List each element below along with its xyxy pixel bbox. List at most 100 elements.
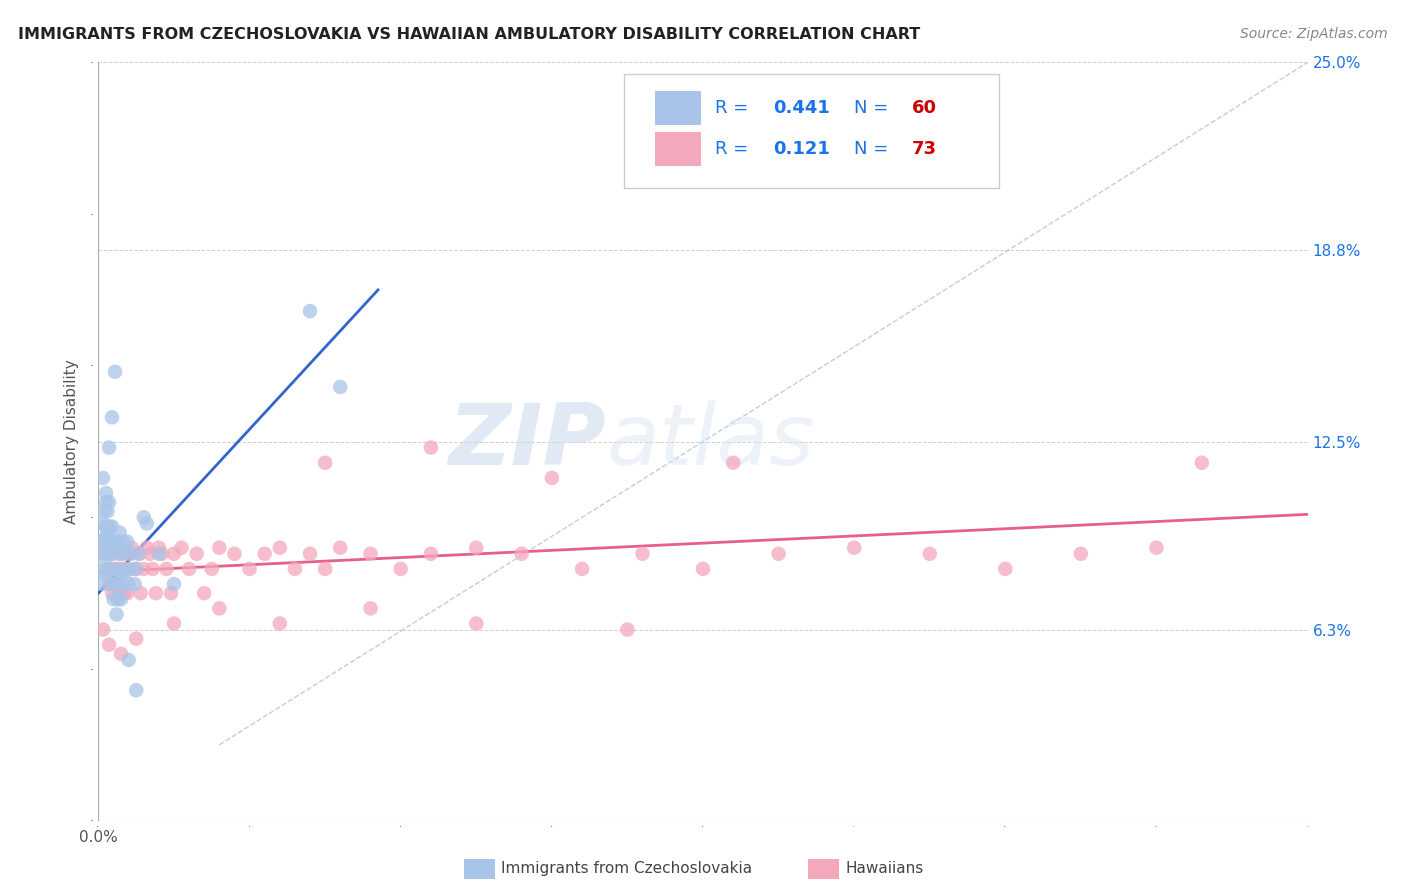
- Point: [918, 547, 941, 561]
- Point: [91, 516, 114, 531]
- Text: N =: N =: [855, 140, 894, 158]
- Point: [111, 534, 134, 549]
- Point: [104, 365, 127, 379]
- Point: [118, 577, 141, 591]
- Point: [114, 562, 136, 576]
- Point: [299, 547, 322, 561]
- Point: [616, 623, 638, 637]
- Point: [104, 534, 127, 549]
- Point: [135, 516, 157, 531]
- Point: [98, 577, 121, 591]
- Point: [170, 541, 193, 555]
- Point: [150, 547, 173, 561]
- Point: [108, 525, 131, 540]
- Point: [103, 541, 125, 555]
- Point: [121, 547, 143, 561]
- Point: [108, 586, 131, 600]
- Text: R =: R =: [716, 99, 754, 118]
- Point: [360, 601, 382, 615]
- Point: [253, 547, 276, 561]
- Point: [101, 547, 124, 561]
- Point: [128, 547, 150, 561]
- Point: [125, 632, 148, 646]
- Text: ZIP: ZIP: [449, 400, 606, 483]
- Text: 0.441: 0.441: [773, 99, 830, 118]
- Point: [115, 586, 138, 600]
- Point: [208, 541, 231, 555]
- Point: [104, 562, 127, 576]
- Point: [108, 547, 131, 561]
- Point: [132, 510, 155, 524]
- Point: [142, 562, 165, 576]
- Point: [844, 541, 866, 555]
- Point: [107, 534, 129, 549]
- Point: [284, 562, 307, 576]
- Point: [148, 547, 170, 561]
- Bar: [655, 132, 700, 166]
- Point: [100, 534, 122, 549]
- Point: [104, 577, 127, 591]
- Point: [110, 547, 132, 561]
- Point: [163, 577, 186, 591]
- Point: [98, 495, 121, 509]
- Point: [269, 541, 291, 555]
- Text: IMMIGRANTS FROM CZECHOSLOVAKIA VS HAWAIIAN AMBULATORY DISABILITY CORRELATION CHA: IMMIGRANTS FROM CZECHOSLOVAKIA VS HAWAII…: [18, 27, 921, 42]
- Text: Source: ZipAtlas.com: Source: ZipAtlas.com: [1240, 27, 1388, 41]
- Point: [110, 647, 132, 661]
- Point: [193, 586, 215, 600]
- Point: [91, 623, 114, 637]
- Point: [103, 592, 125, 607]
- Point: [465, 616, 488, 631]
- Point: [91, 577, 114, 591]
- Point: [121, 541, 143, 555]
- Point: [105, 577, 128, 591]
- Point: [111, 577, 134, 591]
- Point: [94, 495, 117, 509]
- Point: [91, 471, 114, 485]
- Point: [118, 547, 141, 561]
- Point: [90, 534, 112, 549]
- Point: [93, 504, 115, 518]
- Point: [269, 616, 291, 631]
- Point: [360, 547, 382, 561]
- Point: [1191, 456, 1213, 470]
- Point: [135, 541, 157, 555]
- Point: [329, 541, 352, 555]
- Point: [98, 519, 121, 533]
- Point: [110, 565, 132, 579]
- Point: [107, 562, 129, 576]
- Point: [179, 562, 201, 576]
- Point: [90, 565, 112, 579]
- Point: [329, 380, 352, 394]
- Point: [94, 565, 117, 579]
- Point: [101, 410, 124, 425]
- Point: [420, 441, 443, 455]
- Point: [96, 562, 118, 576]
- Point: [111, 562, 134, 576]
- Text: Immigrants from Czechoslovakia: Immigrants from Czechoslovakia: [501, 862, 752, 876]
- Point: [631, 547, 654, 561]
- Point: [389, 562, 412, 576]
- Point: [155, 562, 177, 576]
- Point: [125, 562, 148, 576]
- Point: [96, 525, 118, 540]
- Point: [128, 547, 150, 561]
- Point: [120, 562, 142, 576]
- Point: [994, 562, 1017, 576]
- Point: [125, 562, 148, 576]
- Point: [768, 547, 790, 561]
- Point: [114, 565, 136, 579]
- Point: [139, 547, 162, 561]
- Point: [186, 547, 208, 561]
- Point: [101, 519, 124, 533]
- Point: [89, 541, 111, 555]
- Point: [93, 553, 115, 567]
- Point: [201, 562, 224, 576]
- Point: [96, 547, 118, 561]
- Text: N =: N =: [855, 99, 894, 118]
- Text: 73: 73: [912, 140, 938, 158]
- Point: [145, 586, 167, 600]
- Point: [107, 562, 129, 576]
- Point: [540, 471, 562, 485]
- Point: [723, 456, 745, 470]
